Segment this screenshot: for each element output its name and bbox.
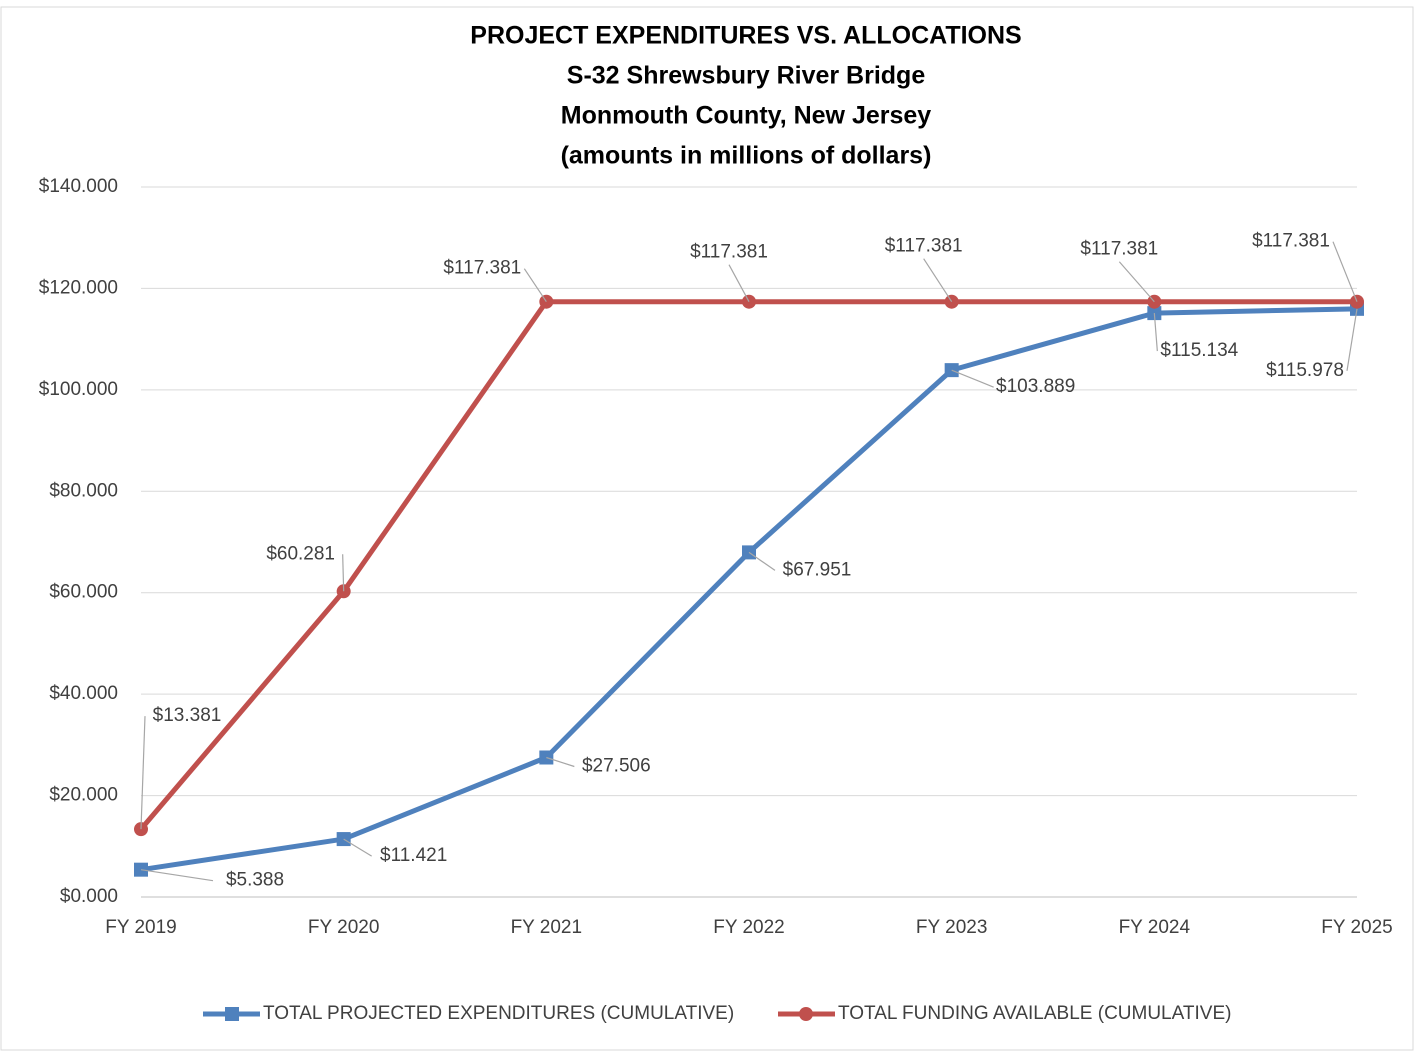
chart-title: PROJECT EXPENDITURES VS. ALLOCATIONS [470, 22, 1021, 50]
x-tick-label: FY 2019 [105, 917, 176, 938]
data-label: $117.381 [885, 236, 963, 257]
leader-line [1118, 261, 1155, 303]
data-label: $117.381 [690, 242, 768, 263]
legend-label: TOTAL PROJECTED EXPENDITURES (CUMULATIVE… [263, 1003, 734, 1024]
data-label: $115.978 [1266, 360, 1344, 381]
chart-border [0, 6, 1414, 1051]
y-tick-label: $140.000 [39, 176, 118, 197]
leader-line [1153, 313, 1158, 352]
y-tick-label: $20.000 [49, 785, 118, 806]
data-label: $115.134 [1160, 340, 1238, 361]
leader-line [951, 369, 994, 388]
x-tick-label: FY 2021 [511, 917, 582, 938]
leader-line [140, 716, 146, 830]
leader-line [748, 551, 776, 571]
data-label: $11.421 [380, 845, 447, 866]
chart-title: Monmouth County, New Jersey [561, 102, 932, 130]
x-tick-label: FY 2023 [916, 917, 987, 938]
leader-line [923, 258, 953, 303]
data-label: $67.951 [783, 559, 852, 580]
leader-line [523, 268, 547, 303]
leader-line [140, 869, 214, 882]
x-tick-label: FY 2025 [1321, 917, 1392, 938]
leader-line [1346, 308, 1358, 371]
chart-title: (amounts in millions of dollars) [561, 142, 932, 170]
legend-label: TOTAL FUNDING AVAILABLE (CUMULATIVE) [838, 1003, 1231, 1024]
data-label: $117.381 [1080, 239, 1158, 260]
data-label: $60.281 [266, 543, 335, 564]
leader-line [1332, 241, 1358, 302]
leader-line [546, 756, 575, 768]
x-tick-label: FY 2020 [308, 917, 379, 938]
data-label: $117.381 [443, 258, 521, 279]
leader-line [343, 838, 372, 857]
data-label: $13.381 [153, 705, 222, 726]
chart-title: S-32 Shrewsbury River Bridge [567, 62, 926, 90]
y-tick-label: $120.000 [39, 277, 118, 298]
legend-marker [799, 1007, 813, 1021]
y-tick-label: $40.000 [49, 683, 118, 704]
leader-line [728, 264, 750, 302]
data-label: $27.506 [582, 756, 651, 777]
y-tick-label: $60.000 [49, 582, 118, 603]
data-label: $117.381 [1252, 231, 1330, 252]
y-tick-label: $100.000 [39, 379, 118, 400]
data-label: $5.388 [226, 870, 284, 891]
x-tick-label: FY 2022 [713, 917, 784, 938]
leader-line [342, 554, 345, 592]
x-tick-label: FY 2024 [1119, 917, 1191, 938]
y-tick-label: $0.000 [60, 886, 118, 907]
data-label: $103.889 [996, 376, 1075, 397]
y-tick-label: $80.000 [49, 480, 118, 501]
legend-marker [225, 1007, 239, 1021]
